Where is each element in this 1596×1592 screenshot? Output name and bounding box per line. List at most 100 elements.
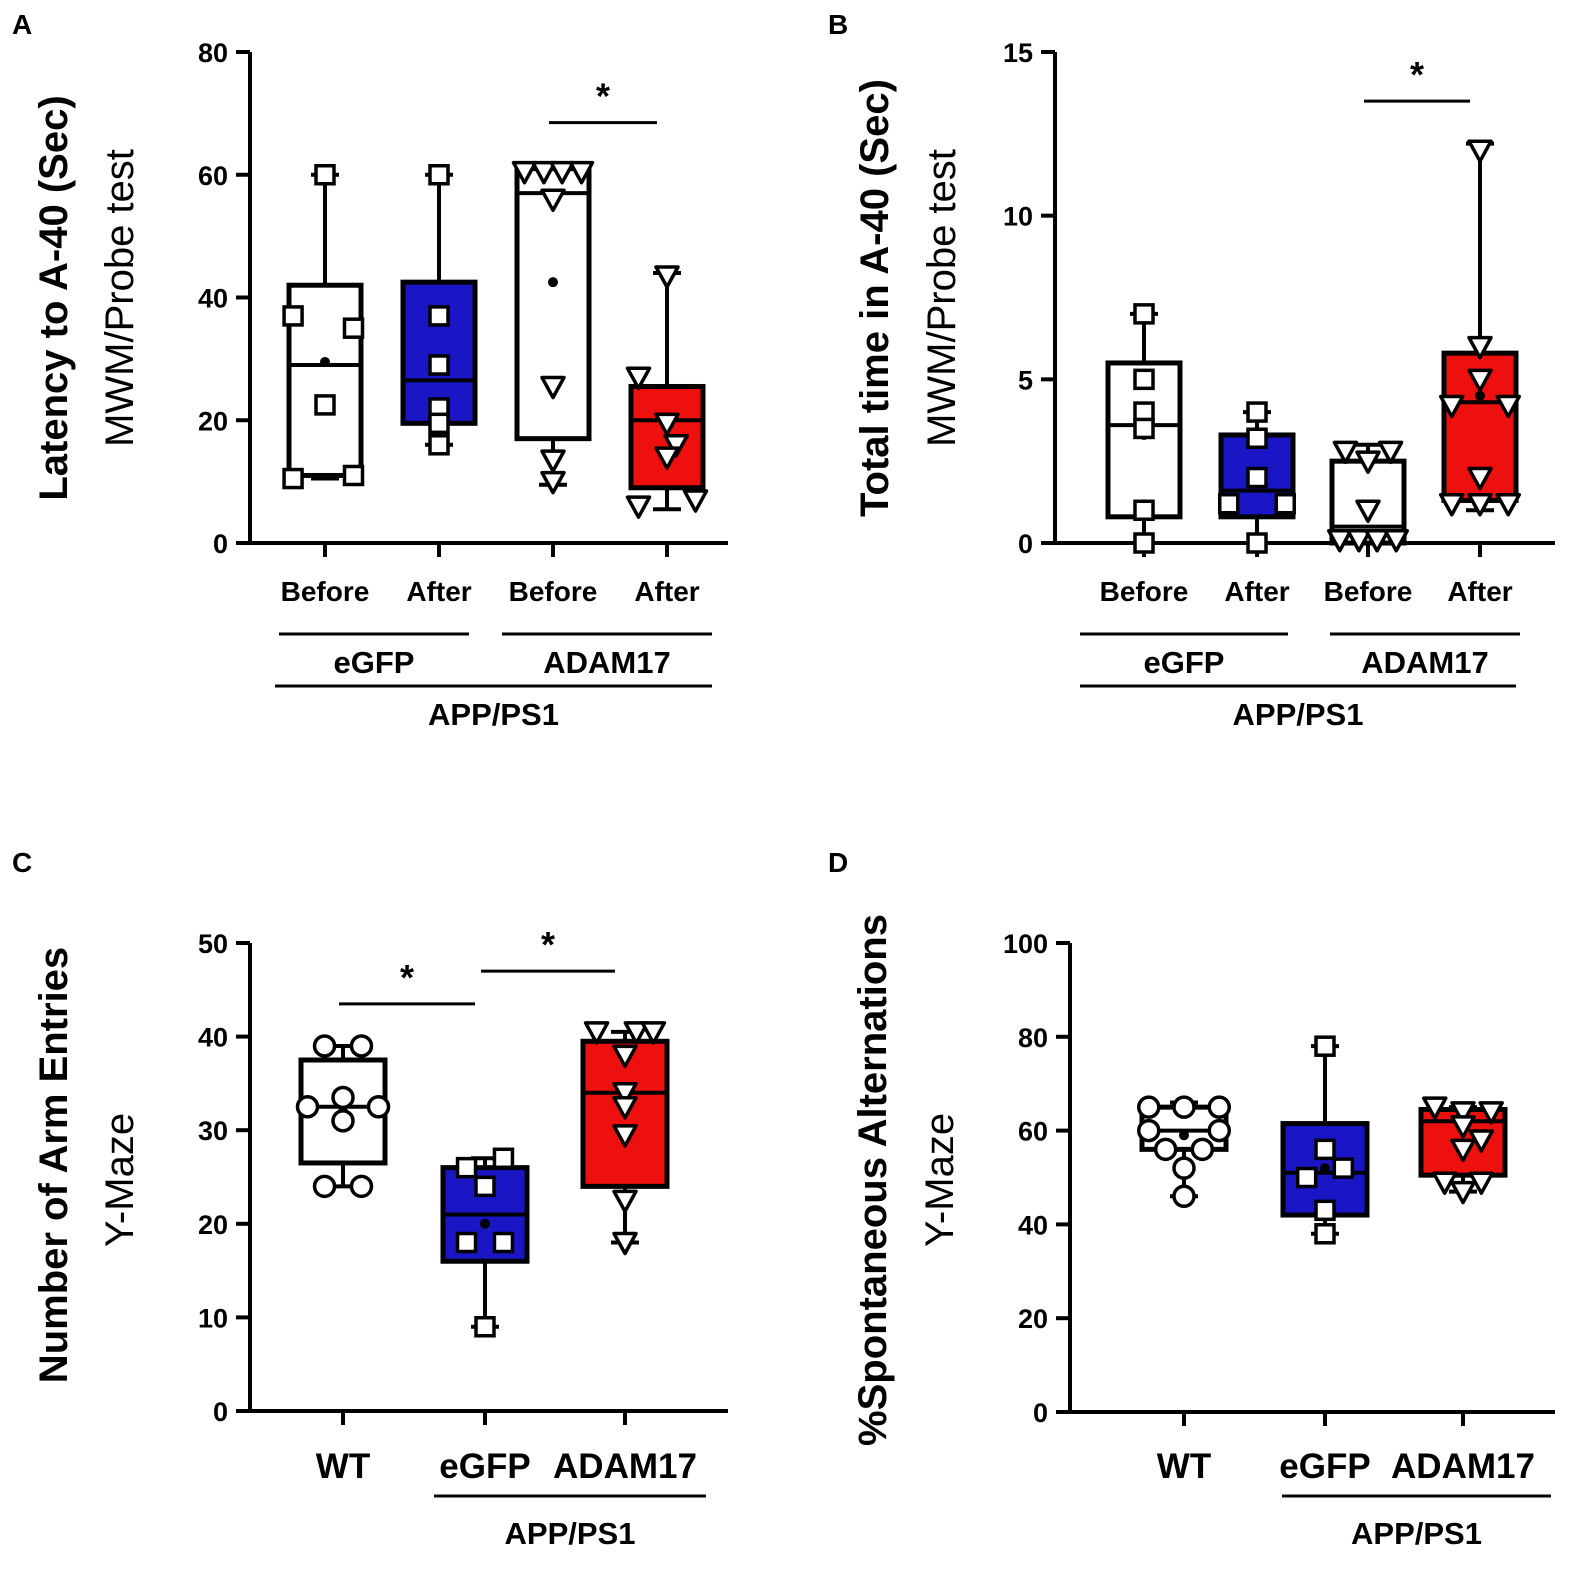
data-point	[492, 1231, 515, 1254]
y-axis-subtitle: MWM/Probe test	[98, 149, 142, 447]
data-point	[1467, 492, 1493, 517]
significance-star: *	[1410, 54, 1424, 95]
significance-star: *	[596, 76, 610, 117]
data-point	[1207, 1095, 1231, 1119]
y-tick-label: 10	[1003, 202, 1033, 232]
data-point	[349, 1034, 374, 1058]
data-point	[314, 164, 336, 186]
data-point	[1314, 1199, 1336, 1222]
y-tick-label: 60	[1018, 1117, 1048, 1147]
data-point	[1246, 532, 1268, 554]
data-point	[342, 317, 365, 339]
data-point	[474, 1175, 496, 1198]
y-tick-label: 0	[213, 529, 228, 559]
data-point	[1172, 1095, 1196, 1119]
data-point	[474, 1316, 496, 1338]
data-point	[1314, 1223, 1336, 1245]
x-category-label: Before	[1100, 576, 1189, 607]
x-category-label: After	[1447, 576, 1512, 607]
data-point	[455, 1231, 478, 1254]
group-label: eGFP	[334, 645, 415, 680]
y-tick-label: 15	[1003, 38, 1033, 68]
data-point	[1246, 427, 1268, 450]
data-point	[1346, 528, 1372, 553]
significance-star: *	[541, 924, 555, 965]
data-point	[428, 305, 450, 327]
y-tick-label: 40	[198, 284, 228, 314]
data-point	[612, 1082, 638, 1106]
y-tick-label: 20	[198, 406, 228, 436]
data-point	[331, 1109, 355, 1133]
data-point	[612, 1189, 638, 1214]
data-point	[663, 434, 689, 458]
y-tick-label: 80	[198, 38, 228, 68]
x-category-label: WT	[316, 1447, 370, 1486]
y-tick-label: 30	[198, 1116, 228, 1146]
data-point	[654, 446, 680, 470]
data-point	[682, 489, 709, 513]
data-point	[314, 394, 336, 416]
supergroup-label: APP/PS1	[1351, 1516, 1482, 1551]
data-point	[1450, 1101, 1476, 1125]
y-tick-label: 20	[198, 1210, 228, 1240]
data-point	[1355, 450, 1381, 474]
x-category-label: After	[406, 576, 471, 607]
x-category-label: ADAM17	[1391, 1447, 1535, 1486]
y-axis-title: Total time in A-40 (Sec)	[853, 79, 897, 517]
y-tick-label: 60	[198, 161, 228, 191]
data-point	[1467, 335, 1493, 360]
y-axis-title: %Spontaneous Alternations	[851, 914, 895, 1446]
data-point	[1450, 1180, 1476, 1205]
data-point	[1355, 499, 1381, 524]
data-point	[1478, 1101, 1504, 1125]
x-category-label: Before	[281, 576, 370, 607]
data-point	[295, 1095, 320, 1119]
x-category-label: ADAM17	[553, 1447, 697, 1486]
panel-letter: C	[12, 847, 32, 878]
panel-c: C 0 10 20 30 40 50 WT eGFP ADAM17 APP/PS1 Number of…	[12, 847, 728, 1551]
x-category-label: Before	[1324, 576, 1413, 607]
panel-letter: D	[828, 847, 848, 878]
y-tick-label: 10	[198, 1303, 228, 1333]
y-tick-label: 0	[1033, 1398, 1048, 1428]
data-point	[540, 188, 566, 213]
y-tick-label: 20	[1018, 1304, 1048, 1334]
data-point	[549, 160, 575, 185]
data-point	[1332, 440, 1359, 465]
y-tick-label: 80	[1018, 1023, 1048, 1053]
data-point	[349, 1174, 374, 1199]
data-point	[1467, 139, 1493, 163]
data-point	[1295, 1166, 1318, 1189]
data-point	[282, 305, 304, 327]
supergroup-label: APP/PS1	[1233, 697, 1364, 732]
data-point	[511, 160, 538, 185]
mean-marker	[320, 356, 330, 367]
data-point	[568, 160, 595, 185]
significance-star: *	[400, 957, 414, 998]
data-point	[1383, 528, 1409, 553]
data-point	[1332, 1157, 1355, 1179]
data-point	[1495, 492, 1521, 517]
data-point	[1172, 1184, 1196, 1209]
y-axis-subtitle: MWM/Probe test	[920, 149, 964, 447]
data-point	[312, 1174, 337, 1199]
y-axis-subtitle: Y-Maze	[98, 1113, 142, 1247]
y-axis-subtitle: Y-Maze	[918, 1113, 962, 1247]
y-axis-title: Latency to A-40 (Sec)	[32, 95, 76, 500]
data-point	[331, 1085, 355, 1110]
data-point	[1450, 1138, 1476, 1163]
x-category-label: Before	[509, 576, 598, 607]
data-point	[428, 354, 450, 376]
data-point	[1422, 1096, 1448, 1120]
data-point	[1314, 1138, 1336, 1161]
x-category-label: WT	[1157, 1447, 1211, 1486]
data-point	[428, 434, 450, 456]
group-label: eGFP	[1144, 645, 1225, 680]
data-point	[583, 1021, 610, 1045]
group-label: ADAM17	[543, 645, 670, 680]
data-point	[1190, 1137, 1215, 1162]
data-point	[1467, 368, 1493, 393]
data-point	[1327, 528, 1353, 553]
data-point	[1133, 417, 1155, 440]
data-point	[1439, 492, 1465, 517]
